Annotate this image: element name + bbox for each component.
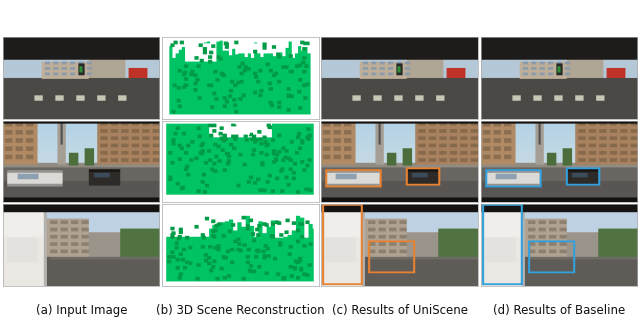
Text: (c) Results of UniScene: (c) Results of UniScene <box>332 304 468 317</box>
Text: (a) Input Image: (a) Input Image <box>36 304 127 317</box>
Text: (b) 3D Scene Reconstruction: (b) 3D Scene Reconstruction <box>156 304 324 317</box>
Text: (d) Results of Baseline: (d) Results of Baseline <box>493 304 625 317</box>
